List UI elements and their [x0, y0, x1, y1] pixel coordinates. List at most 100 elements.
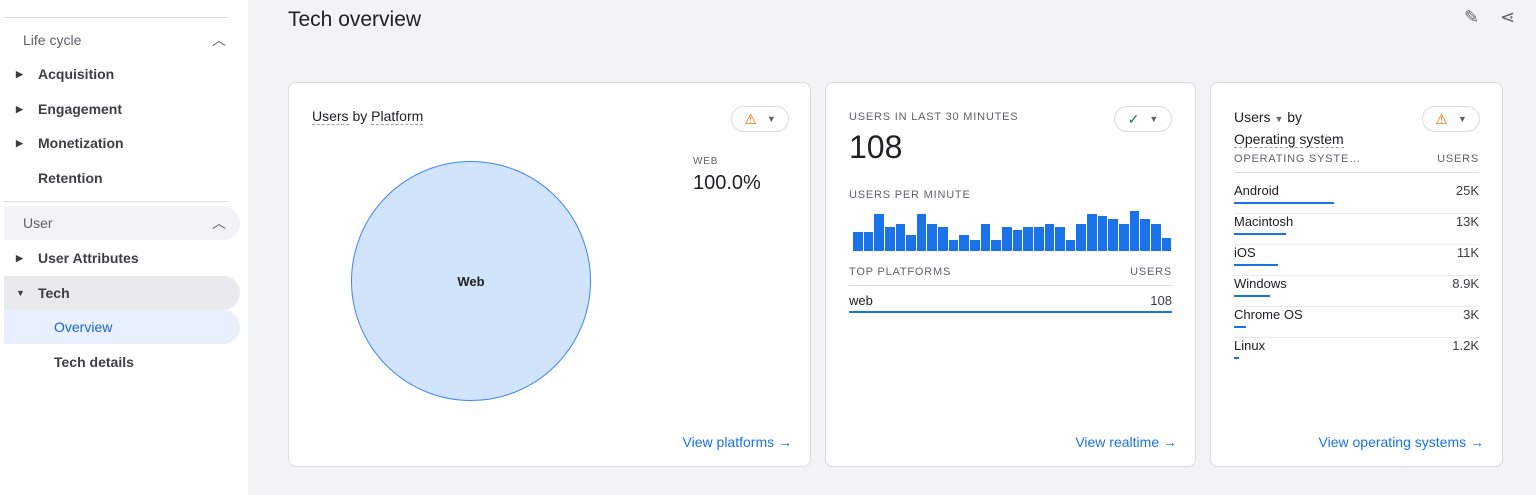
metric-selector[interactable]: Users [1234, 109, 1271, 125]
share-bar [1234, 326, 1247, 328]
dimension-selector[interactable]: Operating system [1234, 131, 1344, 148]
nav-engagement[interactable]: ▶ Engagement [4, 92, 240, 126]
table-row[interactable]: Chrome OS 3K [1234, 307, 1479, 338]
share-bar [849, 311, 1172, 313]
minute-bar[interactable] [1023, 227, 1033, 251]
minute-bar[interactable] [1065, 240, 1076, 251]
nav-retention[interactable]: Retention [4, 161, 240, 195]
metric-selector[interactable]: Users [312, 108, 349, 125]
nav-label: User Attributes [38, 250, 139, 266]
os-name: Macintosh [1234, 214, 1294, 229]
os-name: Linux [1234, 338, 1266, 353]
per-minute-chart [853, 211, 1172, 251]
minute-bar[interactable] [906, 235, 916, 251]
section-label: Life cycle [23, 32, 82, 48]
minute-bar[interactable] [970, 240, 980, 251]
per-minute-label: USERS PER MINUTE [849, 189, 971, 201]
minute-bar[interactable] [1097, 216, 1108, 251]
nav-monetization[interactable]: ▶ Monetization [4, 126, 240, 160]
table-row[interactable]: iOS 11K [1234, 245, 1479, 276]
os-users: 25K [1455, 183, 1479, 198]
minute-bar[interactable] [991, 240, 1001, 251]
caret-right-icon: ▶ [16, 103, 23, 114]
minute-bar[interactable] [874, 213, 884, 251]
minute-bar[interactable] [1129, 211, 1140, 251]
view-realtime-link[interactable]: View realtime → [1075, 434, 1177, 450]
pie-slice-web[interactable]: Web [351, 161, 591, 401]
warning-icon: ⚠ [1435, 110, 1448, 127]
minute-bar[interactable] [1044, 224, 1055, 251]
os-name: Chrome OS [1234, 307, 1303, 322]
os-name: Windows [1234, 276, 1287, 291]
realtime-card: USERS IN LAST 30 MINUTES 108 ✓ ▼ USERS PE… [825, 82, 1196, 467]
column-header: TOP PLATFORMS [849, 266, 952, 278]
view-operating-systems-link[interactable]: View operating systems → [1318, 434, 1484, 450]
minute-bar[interactable] [1150, 224, 1161, 251]
realtime-label: USERS IN LAST 30 MINUTES [849, 111, 1019, 123]
minute-bar[interactable] [1012, 229, 1023, 251]
view-platforms-link[interactable]: View platforms → [682, 434, 792, 450]
users-by-platform-card: Users by Platform ⚠ ▼ Web WEB 100.0% View… [288, 82, 811, 467]
share-bar [1234, 233, 1287, 235]
by-label: by [1287, 109, 1303, 125]
share-bar [1234, 295, 1270, 297]
dropdown-arrow-icon: ▼ [1149, 114, 1159, 124]
minute-bar[interactable] [853, 232, 863, 251]
os-users: 3K [1463, 307, 1479, 322]
table-row[interactable]: web 108 [849, 293, 1172, 324]
legend-value: 100.0% [693, 172, 761, 194]
minute-bar[interactable] [1108, 219, 1119, 251]
minute-bar[interactable] [863, 232, 874, 251]
minute-bar[interactable] [1087, 213, 1097, 251]
table-row[interactable]: Macintosh 13K [1234, 214, 1479, 245]
minute-bar[interactable] [1140, 219, 1150, 251]
minute-bar[interactable] [1119, 224, 1129, 251]
minute-bar[interactable] [948, 240, 959, 251]
caret-right-icon: ▶ [16, 252, 23, 263]
section-user[interactable]: User ︿ [4, 206, 240, 240]
users-by-os-card: Users ▼ by Operating system ⚠ ▼ OPERATING… [1210, 82, 1503, 467]
minute-bar[interactable] [884, 227, 895, 251]
section-label: User [23, 215, 53, 231]
share-bar [1234, 357, 1239, 359]
edit-report-icon[interactable]: ✎ [1464, 7, 1480, 27]
table-row[interactable]: Windows 8.9K [1234, 276, 1479, 307]
os-users: 1.2K [1452, 338, 1479, 353]
nav-user-attributes[interactable]: ▶ User Attributes [4, 241, 240, 275]
status-dropdown[interactable]: ⚠ ▼ [731, 106, 789, 132]
table-row[interactable]: Linux 1.2K [1234, 338, 1479, 369]
nav-label: Acquisition [38, 66, 115, 82]
dropdown-arrow-icon: ▼ [766, 114, 776, 124]
minute-bar[interactable] [916, 213, 927, 251]
nav-acquisition[interactable]: ▶ Acquisition [4, 57, 240, 91]
nav-label: Retention [38, 170, 103, 186]
status-dropdown[interactable]: ✓ ▼ [1114, 106, 1172, 132]
divider [849, 285, 1172, 286]
realtime-value: 108 [849, 129, 903, 165]
column-header: OPERATING SYSTE… [1234, 153, 1361, 165]
table-row[interactable]: Android 25K [1234, 183, 1479, 214]
by-label: by [352, 108, 368, 124]
os-users: 13K [1455, 214, 1479, 229]
check-circle-icon: ✓ [1127, 110, 1140, 127]
minute-bar[interactable] [1001, 227, 1012, 251]
minute-bar[interactable] [1161, 237, 1172, 251]
dimension-selector[interactable]: Platform [371, 108, 424, 125]
nav-tech-details[interactable]: Tech details [4, 345, 240, 379]
minute-bar[interactable] [927, 224, 938, 251]
minute-bar[interactable] [895, 224, 906, 251]
nav-overview[interactable]: Overview [4, 310, 240, 344]
share-icon[interactable]: ⋖ [1500, 7, 1516, 27]
section-life-cycle[interactable]: Life cycle ︿ [4, 23, 240, 57]
nav-tech[interactable]: ▼ Tech [4, 276, 240, 310]
share-bar [1234, 202, 1335, 204]
minute-bar[interactable] [980, 224, 991, 251]
minute-bar[interactable] [1076, 224, 1087, 251]
minute-bar[interactable] [1055, 227, 1065, 251]
status-dropdown[interactable]: ⚠ ▼ [1422, 106, 1480, 132]
minute-bar[interactable] [938, 227, 948, 251]
minute-bar[interactable] [959, 235, 970, 251]
caret-down-icon: ▼ [16, 288, 25, 298]
minute-bar[interactable] [1033, 227, 1044, 251]
dropdown-arrow-icon: ▼ [1457, 114, 1467, 124]
